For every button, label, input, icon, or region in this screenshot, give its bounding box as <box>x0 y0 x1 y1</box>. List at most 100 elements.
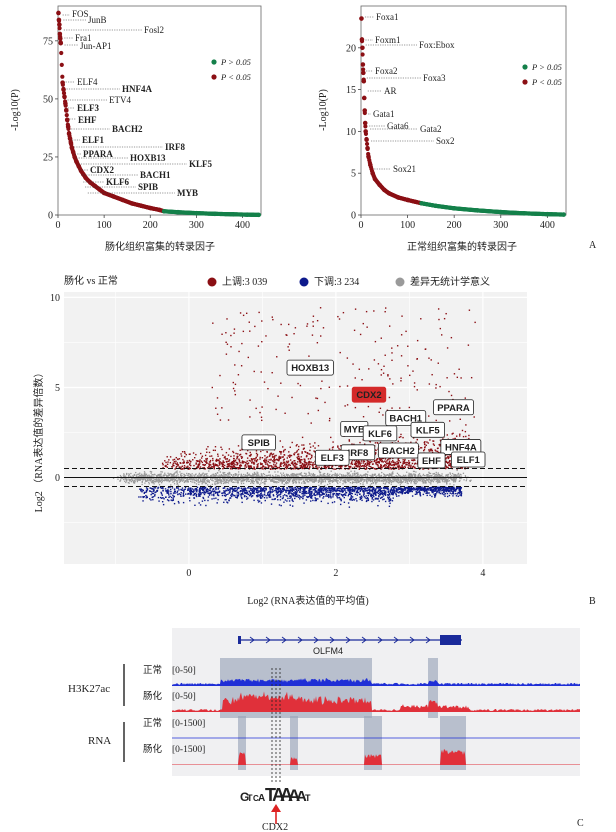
data-point <box>268 474 270 476</box>
data-point <box>181 451 184 453</box>
data-point <box>239 479 241 481</box>
data-point <box>228 460 230 462</box>
data-point <box>197 479 199 481</box>
data-point <box>159 480 161 482</box>
data-point <box>183 460 185 462</box>
data-point <box>380 474 383 477</box>
data-point <box>360 480 362 482</box>
data-point <box>394 463 396 466</box>
data-point <box>405 461 407 464</box>
data-point <box>377 464 379 466</box>
tf-label: Sox21 <box>393 164 416 174</box>
data-point <box>200 479 202 481</box>
data-point <box>266 463 268 465</box>
data-point <box>403 479 405 481</box>
data-point <box>202 482 204 484</box>
data-point <box>425 481 427 484</box>
data-point <box>192 452 195 454</box>
data-point <box>357 474 359 476</box>
data-point <box>124 476 126 478</box>
data-point <box>397 460 400 462</box>
data-point <box>212 473 214 475</box>
data-point <box>384 466 387 468</box>
data-point <box>172 478 174 480</box>
data-point <box>382 461 384 463</box>
data-point <box>224 472 226 474</box>
data-point <box>430 481 432 483</box>
data-point <box>147 478 149 480</box>
data-point <box>236 477 239 480</box>
data-point <box>329 480 331 482</box>
data-point <box>371 473 374 476</box>
data-point <box>197 478 200 480</box>
data-point <box>314 474 316 476</box>
data-point <box>177 479 179 482</box>
data-point <box>64 117 70 123</box>
data-point <box>132 482 135 484</box>
data-point <box>328 476 331 478</box>
data-point <box>359 474 362 476</box>
data-point <box>396 475 399 478</box>
data-point <box>251 462 253 464</box>
data-point <box>322 478 324 481</box>
data-point <box>315 465 317 467</box>
data-point <box>322 475 324 478</box>
data-point <box>222 454 224 456</box>
data-point <box>234 473 236 475</box>
data-point <box>293 465 295 467</box>
data-point <box>256 458 259 461</box>
data-point <box>125 478 128 481</box>
data-point <box>309 449 311 452</box>
data-point <box>210 475 212 478</box>
data-point <box>288 479 290 481</box>
data-point <box>281 477 284 480</box>
data-point <box>288 481 291 483</box>
data-point <box>421 478 423 480</box>
data-point <box>311 455 313 457</box>
legend-label-up: 上调:3 039 <box>222 276 267 288</box>
data-point <box>169 477 171 480</box>
data-point <box>260 450 262 453</box>
data-point <box>234 466 237 469</box>
data-point <box>226 465 228 468</box>
data-point <box>321 475 323 477</box>
data-point <box>396 478 398 481</box>
data-point <box>415 441 417 443</box>
data-point <box>301 467 303 470</box>
data-point <box>289 466 292 469</box>
panel-a-left-frame <box>57 5 262 216</box>
data-point <box>193 481 195 483</box>
data-point <box>266 478 268 480</box>
data-point <box>204 477 206 479</box>
data-point <box>211 478 214 480</box>
data-point <box>270 480 272 482</box>
data-point <box>335 468 337 470</box>
data-point <box>245 466 248 468</box>
data-point <box>235 461 238 464</box>
data-point <box>401 476 403 478</box>
data-point <box>462 472 465 474</box>
data-point <box>198 472 201 475</box>
data-point <box>117 478 119 480</box>
data-point <box>397 481 399 483</box>
data-point <box>128 482 130 484</box>
data-point <box>179 478 181 480</box>
data-point <box>183 466 185 469</box>
data-point <box>312 472 315 475</box>
data-point <box>369 478 371 481</box>
y-tick-label: 20 <box>346 43 356 54</box>
data-point <box>221 474 223 476</box>
data-point <box>173 464 175 467</box>
data-point <box>259 456 261 459</box>
data-point <box>305 463 308 466</box>
legend-marker-ns <box>211 59 217 65</box>
data-point <box>305 467 308 469</box>
data-point <box>345 477 347 479</box>
data-point <box>282 465 285 467</box>
data-point <box>429 480 431 482</box>
data-point <box>426 473 429 476</box>
data-point <box>449 483 451 485</box>
data-point <box>381 480 383 482</box>
data-point <box>411 462 414 465</box>
